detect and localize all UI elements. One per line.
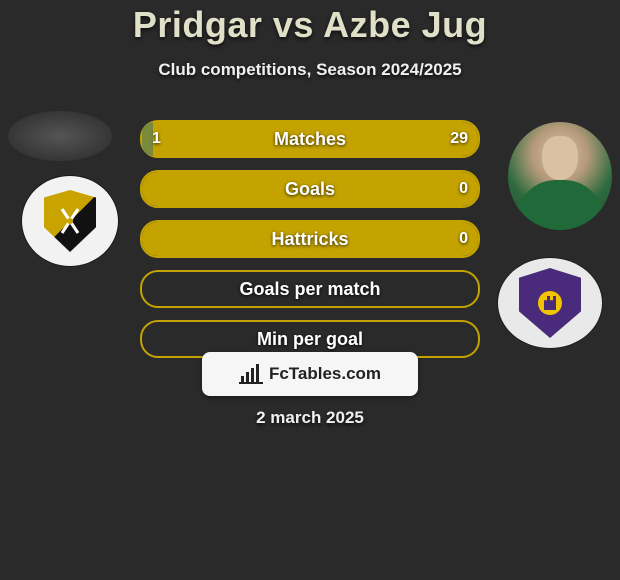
bar-label: Min per goal: [142, 322, 478, 356]
bar-label: Goals: [142, 172, 478, 206]
stat-bar-row: Goals per match: [140, 270, 480, 308]
shield-icon: [44, 190, 96, 252]
stat-bar-row: 0Hattricks: [140, 220, 480, 258]
stat-bar-row: 0Goals: [140, 170, 480, 208]
team-crest-left: [22, 176, 118, 266]
page-subtitle: Club competitions, Season 2024/2025: [0, 60, 620, 80]
stat-bars: 129Matches 0Goals 0Hattricks Goals per matc…: [140, 120, 480, 370]
infographic-root: Pridgar vs Azbe Jug Club competitions, S…: [0, 0, 620, 580]
bar-chart-icon: [239, 364, 263, 384]
castle-icon: [538, 291, 562, 315]
bar-label: Goals per match: [142, 272, 478, 306]
brand-text: FcTables.com: [269, 364, 381, 384]
mill-icon: [59, 206, 81, 236]
bar-label: Hattricks: [142, 222, 478, 256]
stat-bar-row: 129Matches: [140, 120, 480, 158]
date-text: 2 march 2025: [0, 408, 620, 428]
shield-icon: [519, 268, 581, 338]
player-avatar-left: [8, 111, 112, 161]
bar-label: Matches: [142, 122, 478, 156]
page-title: Pridgar vs Azbe Jug: [0, 4, 620, 46]
player-avatar-right: [508, 122, 612, 230]
team-crest-right: [498, 258, 602, 348]
brand-badge: FcTables.com: [202, 352, 418, 396]
